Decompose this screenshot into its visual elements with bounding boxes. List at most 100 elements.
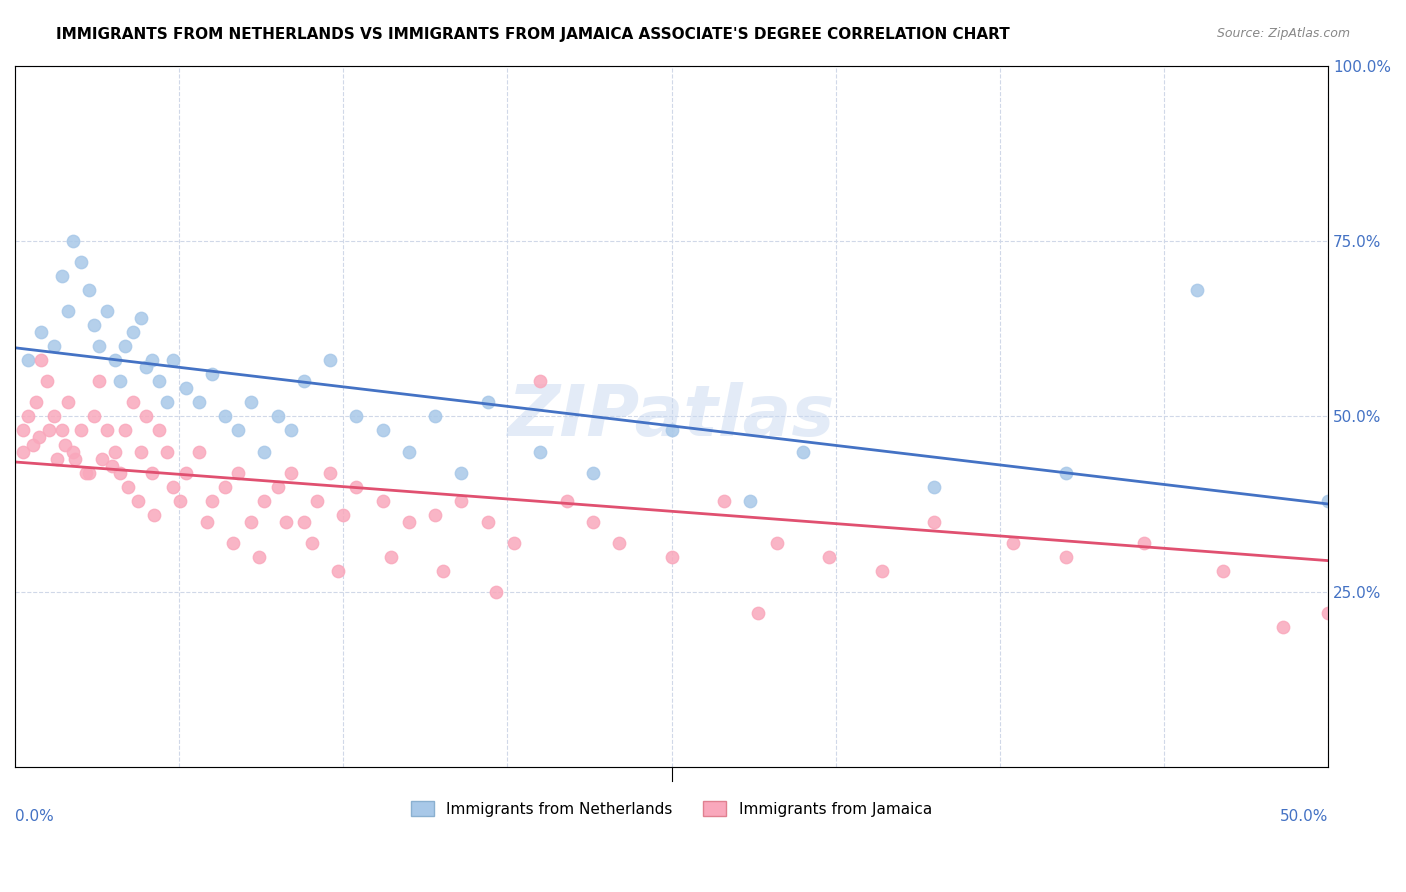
Point	[319, 353, 342, 368]
Point	[129, 311, 152, 326]
Point	[226, 424, 249, 438]
Point	[117, 480, 139, 494]
Point	[114, 424, 136, 438]
Point	[27, 430, 49, 444]
Point	[65, 451, 87, 466]
Point	[44, 409, 66, 424]
Point	[870, 564, 893, 578]
Point	[280, 424, 302, 438]
Point	[425, 508, 447, 522]
Point	[201, 368, 224, 382]
Point	[319, 466, 342, 480]
Point	[87, 339, 110, 353]
Point	[818, 549, 841, 564]
Point	[46, 451, 69, 466]
Point	[101, 458, 124, 473]
Point	[108, 466, 131, 480]
Point	[187, 444, 209, 458]
Point	[432, 564, 454, 578]
Point	[1317, 493, 1340, 508]
Point	[22, 437, 45, 451]
Point	[162, 353, 184, 368]
Point	[56, 395, 79, 409]
Point	[135, 360, 157, 375]
Point	[582, 466, 605, 480]
Point	[17, 409, 39, 424]
Point	[529, 444, 551, 458]
Point	[114, 339, 136, 353]
Point	[398, 515, 420, 529]
Point	[11, 424, 34, 438]
Point	[195, 515, 218, 529]
Point	[169, 493, 191, 508]
Text: IMMIGRANTS FROM NETHERLANDS VS IMMIGRANTS FROM JAMAICA ASSOCIATE'S DEGREE CORREL: IMMIGRANTS FROM NETHERLANDS VS IMMIGRANT…	[56, 27, 1010, 42]
Point	[143, 508, 166, 522]
Point	[1133, 535, 1156, 549]
Point	[922, 515, 945, 529]
Point	[1054, 466, 1077, 480]
Point	[104, 444, 127, 458]
Point	[450, 466, 472, 480]
Point	[122, 325, 145, 339]
Point	[174, 466, 197, 480]
Point	[214, 480, 236, 494]
Point	[62, 444, 84, 458]
Point	[747, 606, 769, 620]
Point	[1001, 535, 1024, 549]
Point	[127, 493, 149, 508]
Point	[740, 493, 762, 508]
Point	[77, 466, 100, 480]
Point	[148, 424, 170, 438]
Point	[187, 395, 209, 409]
Point	[713, 493, 735, 508]
Point	[661, 549, 683, 564]
Point	[30, 353, 52, 368]
Point	[51, 424, 73, 438]
Point	[122, 395, 145, 409]
Point	[174, 381, 197, 395]
Point	[162, 480, 184, 494]
Point	[201, 493, 224, 508]
Point	[53, 437, 76, 451]
Point	[280, 466, 302, 480]
Point	[129, 444, 152, 458]
Point	[305, 493, 328, 508]
Point	[240, 515, 263, 529]
Point	[425, 409, 447, 424]
Point	[77, 283, 100, 297]
Legend: Immigrants from Netherlands, Immigrants from Jamaica: Immigrants from Netherlands, Immigrants …	[405, 795, 938, 822]
Point	[51, 269, 73, 284]
Point	[301, 535, 323, 549]
Point	[141, 466, 163, 480]
Point	[156, 395, 179, 409]
Point	[529, 375, 551, 389]
Point	[30, 325, 52, 339]
Point	[56, 304, 79, 318]
Text: ZIPatlas: ZIPatlas	[508, 382, 835, 451]
Point	[398, 444, 420, 458]
Point	[247, 549, 270, 564]
Point	[380, 549, 402, 564]
Point	[661, 424, 683, 438]
Point	[222, 535, 245, 549]
Text: 0.0%: 0.0%	[15, 809, 53, 824]
Point	[1185, 283, 1208, 297]
Point	[332, 508, 354, 522]
Point	[11, 444, 34, 458]
Point	[141, 353, 163, 368]
Point	[274, 515, 297, 529]
Point	[266, 409, 288, 424]
Point	[83, 318, 105, 333]
Point	[477, 395, 499, 409]
Point	[344, 409, 367, 424]
Point	[62, 234, 84, 248]
Point	[148, 375, 170, 389]
Point	[25, 395, 48, 409]
Point	[253, 493, 276, 508]
Point	[292, 515, 315, 529]
Text: 50.0%: 50.0%	[1279, 809, 1329, 824]
Point	[450, 493, 472, 508]
Point	[607, 535, 630, 549]
Point	[792, 444, 814, 458]
Point	[292, 375, 315, 389]
